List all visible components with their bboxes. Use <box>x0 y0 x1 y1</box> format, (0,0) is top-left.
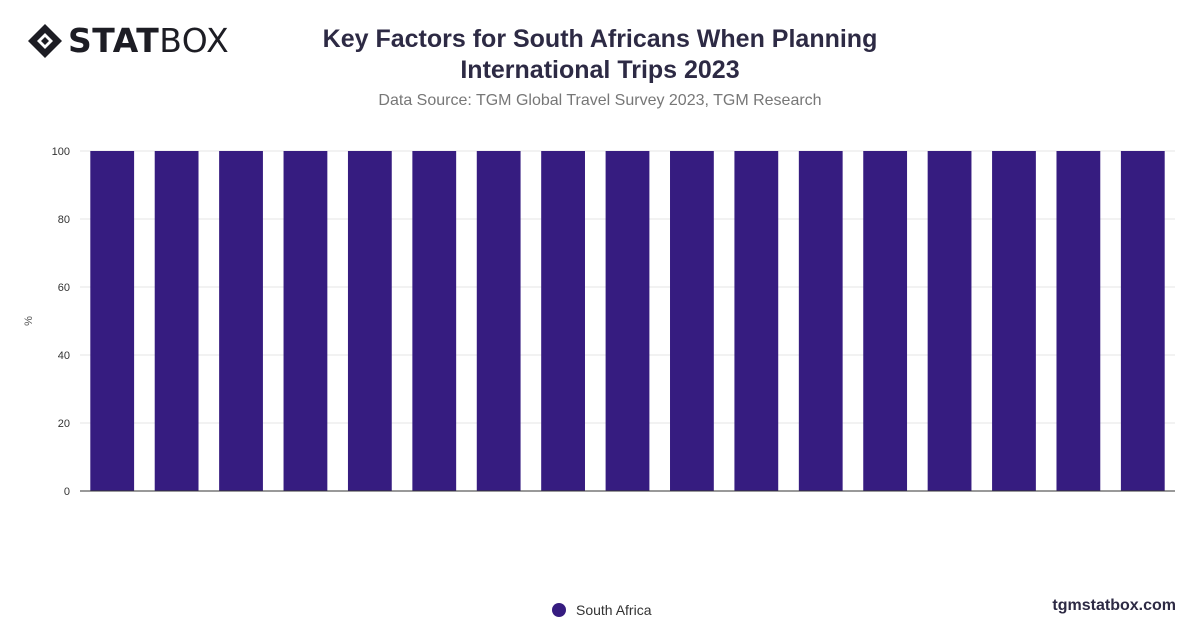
bar <box>283 151 328 491</box>
y-tick-label: 100 <box>52 146 70 158</box>
bar <box>863 151 908 491</box>
logo-text-bold: STAT <box>68 21 160 60</box>
bar <box>412 151 457 491</box>
bar <box>1056 151 1101 491</box>
bar <box>670 151 714 491</box>
y-tick-label: 40 <box>58 350 70 362</box>
bar <box>90 151 135 491</box>
bar <box>541 151 585 491</box>
bar <box>219 151 263 491</box>
chart-subtitle: Data Source: TGM Global Travel Survey 20… <box>378 92 822 109</box>
y-tick-label: 20 <box>58 418 70 430</box>
y-tick-label: 60 <box>58 282 70 294</box>
bar <box>154 151 199 491</box>
y-tick-label: 80 <box>58 214 70 226</box>
logo-wordmark: STATBOX <box>68 22 229 60</box>
logo-text-light: BOX <box>159 21 230 60</box>
y-axis-label: % <box>23 316 35 326</box>
site-url[interactable]: tgmstatbox.com <box>1052 597 1176 614</box>
bar <box>1120 151 1165 491</box>
y-tick-label: 0 <box>64 486 70 498</box>
chart-title: Key Factors for South Africans When Plan… <box>322 25 878 84</box>
bar <box>476 151 521 491</box>
bar <box>992 151 1036 491</box>
bar <box>347 151 392 491</box>
bar <box>734 151 779 491</box>
legend[interactable]: South Africa <box>552 602 652 618</box>
statbox-diamond-icon <box>28 24 62 58</box>
bar <box>798 151 843 491</box>
statbox-logo: STATBOX <box>26 22 229 60</box>
legend-label: South Africa <box>576 602 652 618</box>
bar <box>605 151 650 491</box>
bar <box>927 151 972 491</box>
legend-marker <box>552 603 566 617</box>
